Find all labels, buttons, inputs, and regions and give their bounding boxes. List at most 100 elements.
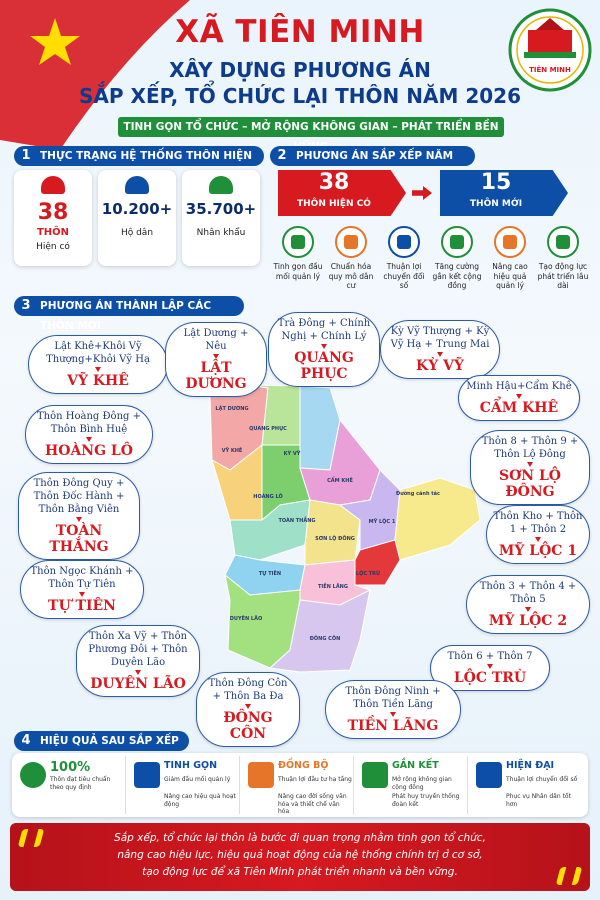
map-label: TOÀN THẮNG [278,516,315,524]
village-sources: Thôn 8 + Thôn 9 + Thôn Lộ Đông [481,436,579,460]
goal-label: Tinh gọn đầu mối quản lý [273,262,323,281]
subtitle: SẮP XẾP, TỔ CHỨC LẠI THÔN NĂM 2026 [79,84,521,108]
logo-text: TIÊN MINH [529,65,571,74]
village-sources: Trà Đông + Chính Nghị + Chính Lý [277,318,371,342]
map-label: DUYÊN LÃO [230,614,262,622]
village-name: KỲ VỸ [416,358,464,374]
map-label: MỸ LỘC 1 [369,518,396,525]
count-label: THÔN MỚI [469,199,523,209]
village-name: TỰ TIÊN [48,598,116,614]
goal-label: Chuẩn hóa quy mô dân cư [328,262,374,290]
map-label: VỸ KHÊ [222,446,243,454]
village-sources: Thôn Xa Vỹ + Thôn Phương Đôi + Thôn Duyê… [88,631,188,668]
arrow-down [76,517,82,522]
village-sources: Thôn Kho + Thôn 1 + Thôn 2 [493,511,583,535]
map-label: KỲ VỸ [284,450,301,457]
village-name: VỸ KHÊ [67,373,129,389]
stat-label: Nhân khẩu [196,228,246,238]
result-text: Phục vụ Nhân dân tốt hơn [506,793,571,808]
stat-unit: THÔN [36,227,70,238]
stat-value: 38 [37,200,69,225]
goal-icon-inner [397,235,411,249]
map-label: TIỀN LÃNG [318,581,348,590]
village-sources: Thôn 3 + Thôn 4 + Thôn 5 [479,581,577,605]
result-icon [134,762,160,788]
village-sources: Minh Hậu+Cẩm Khê [466,381,572,392]
after-box: 15 THÔN MỚI [440,170,568,216]
village-box: Thôn Ngọc Khánh + Thôn Tự Tiên TỰ TIÊN [20,560,144,619]
result-title: ĐỒNG BỘ [278,760,329,771]
goal-label: Tăng cường gắn kết cộng đồng [432,262,482,290]
map-label: Đường cánh tác [396,490,440,497]
arrow-down [437,352,443,357]
village-name: MỸ LỘC 2 [488,613,568,629]
map [209,384,481,673]
result-text: Nâng cao hiệu quả hoạt động [164,793,236,808]
quote-line: tạo động lực để xã Tiên Minh phát triển … [142,866,458,878]
map-label: LỘC TRÙ [356,570,380,577]
arrow-down [245,704,251,709]
result-title: 100% [50,760,91,775]
arrow-down [135,670,141,675]
arrow-down [525,607,531,612]
village-sources: Thôn Ngọc Khánh + Thôn Tự Tiên [30,566,134,590]
result-card: HIỆN ĐẠI Thuận lợi chuyển đổi số Phục vụ N… [472,756,582,814]
result-card: 100% Thôn đạt tiêu chuẩn theo quy định [16,756,126,814]
stat-value: 35.700+ [185,200,257,218]
quote-line: Sắp xếp, tổ chức lại thôn là bước đi qua… [114,832,486,844]
tagline: TINH GỌN TỔ CHỨC – MỞ RỘNG KHÔNG GIAN – … [118,117,504,153]
arrow-down [516,394,522,399]
village-box: Kỳ Vỹ Thượng + Kỳ Vỹ Hạ + Trung Mai KỲ VỸ [380,320,500,379]
village-name: QUANG PHỤC [294,350,354,382]
village-sources: Lật Dương + Nêu [183,328,249,352]
section-number: 2 [277,148,287,163]
arrow-down [79,592,85,597]
village-sources: Thôn 6 + Thôn 7 [447,651,533,662]
map-label: LẬT DƯƠNG [215,405,248,412]
goal-icon-inner [450,235,464,249]
stat-label: Hiện có [36,242,70,252]
arrow-down [213,354,219,359]
section-number: 4 [21,733,31,748]
count-label: THÔN HIỆN CÓ [297,199,371,209]
goal-icon-inner [503,235,517,249]
village-box: Thôn Xa Vỹ + Thôn Phương Đôi + Thôn Duyê… [76,625,200,697]
subtitle: XÂY DỰNG PHƯƠNG ÁN [169,58,431,82]
arrow-down [390,712,396,717]
map-label: TỰ TIÊN [259,569,281,577]
map-label: CẨM KHÊ [327,476,353,484]
arrow-down [527,462,533,467]
map-label: SƠN LỘ ĐÔNG [315,535,355,542]
section-header: 4 HIỆU QUẢ SAU SẮP XẾP [14,731,189,751]
village-name: MỸ LỘC 1 [498,543,578,559]
result-card: GẮN KẾT Mở rộng không gian cộng đồng Phát … [358,756,468,814]
section-title: PHƯƠNG ÁN THÀNH LẬP CÁC THÔN MỚI [40,300,212,332]
arrow-down [95,367,101,372]
result-text: Thôn đạt tiêu chuẩn theo quy định [50,776,111,791]
stat-icon [125,176,149,194]
result-title: HIỆN ĐẠI [506,760,555,771]
village-name: TIỀN LÃNG [347,718,439,734]
before-box: 38 THÔN HIỆN CÓ [278,170,406,216]
result-icon [362,762,388,788]
goal-icon-inner [344,235,358,249]
arrow-down [86,437,92,442]
section-number: 3 [21,298,31,313]
arrow-down [487,664,493,669]
goal-label: Tạo động lực phát triển lâu dài [537,262,589,290]
result-card: ĐỒNG BỘ Thuận lợi đầu tư hạ tầng Nâng cao … [244,756,354,815]
result-icon [476,762,502,788]
result-title: TINH GỌN [164,760,218,771]
village-box: Thôn 3 + Thôn 4 + Thôn 5 MỸ LỘC 2 [466,575,590,634]
result-icon [20,762,46,788]
result-text: Thuận lợi chuyển đổi số [506,776,578,783]
stat-value: 10.200+ [101,200,173,218]
village-box: Thôn Đông Ninh + Thôn Tiền Lãng TIỀN LÃNG [325,680,461,739]
quote-mark [17,829,45,847]
stat-icon [41,176,65,194]
result-title: GẮN KẾT [392,760,439,771]
result-text: Thuận lợi đầu tư hạ tầng [278,776,352,783]
